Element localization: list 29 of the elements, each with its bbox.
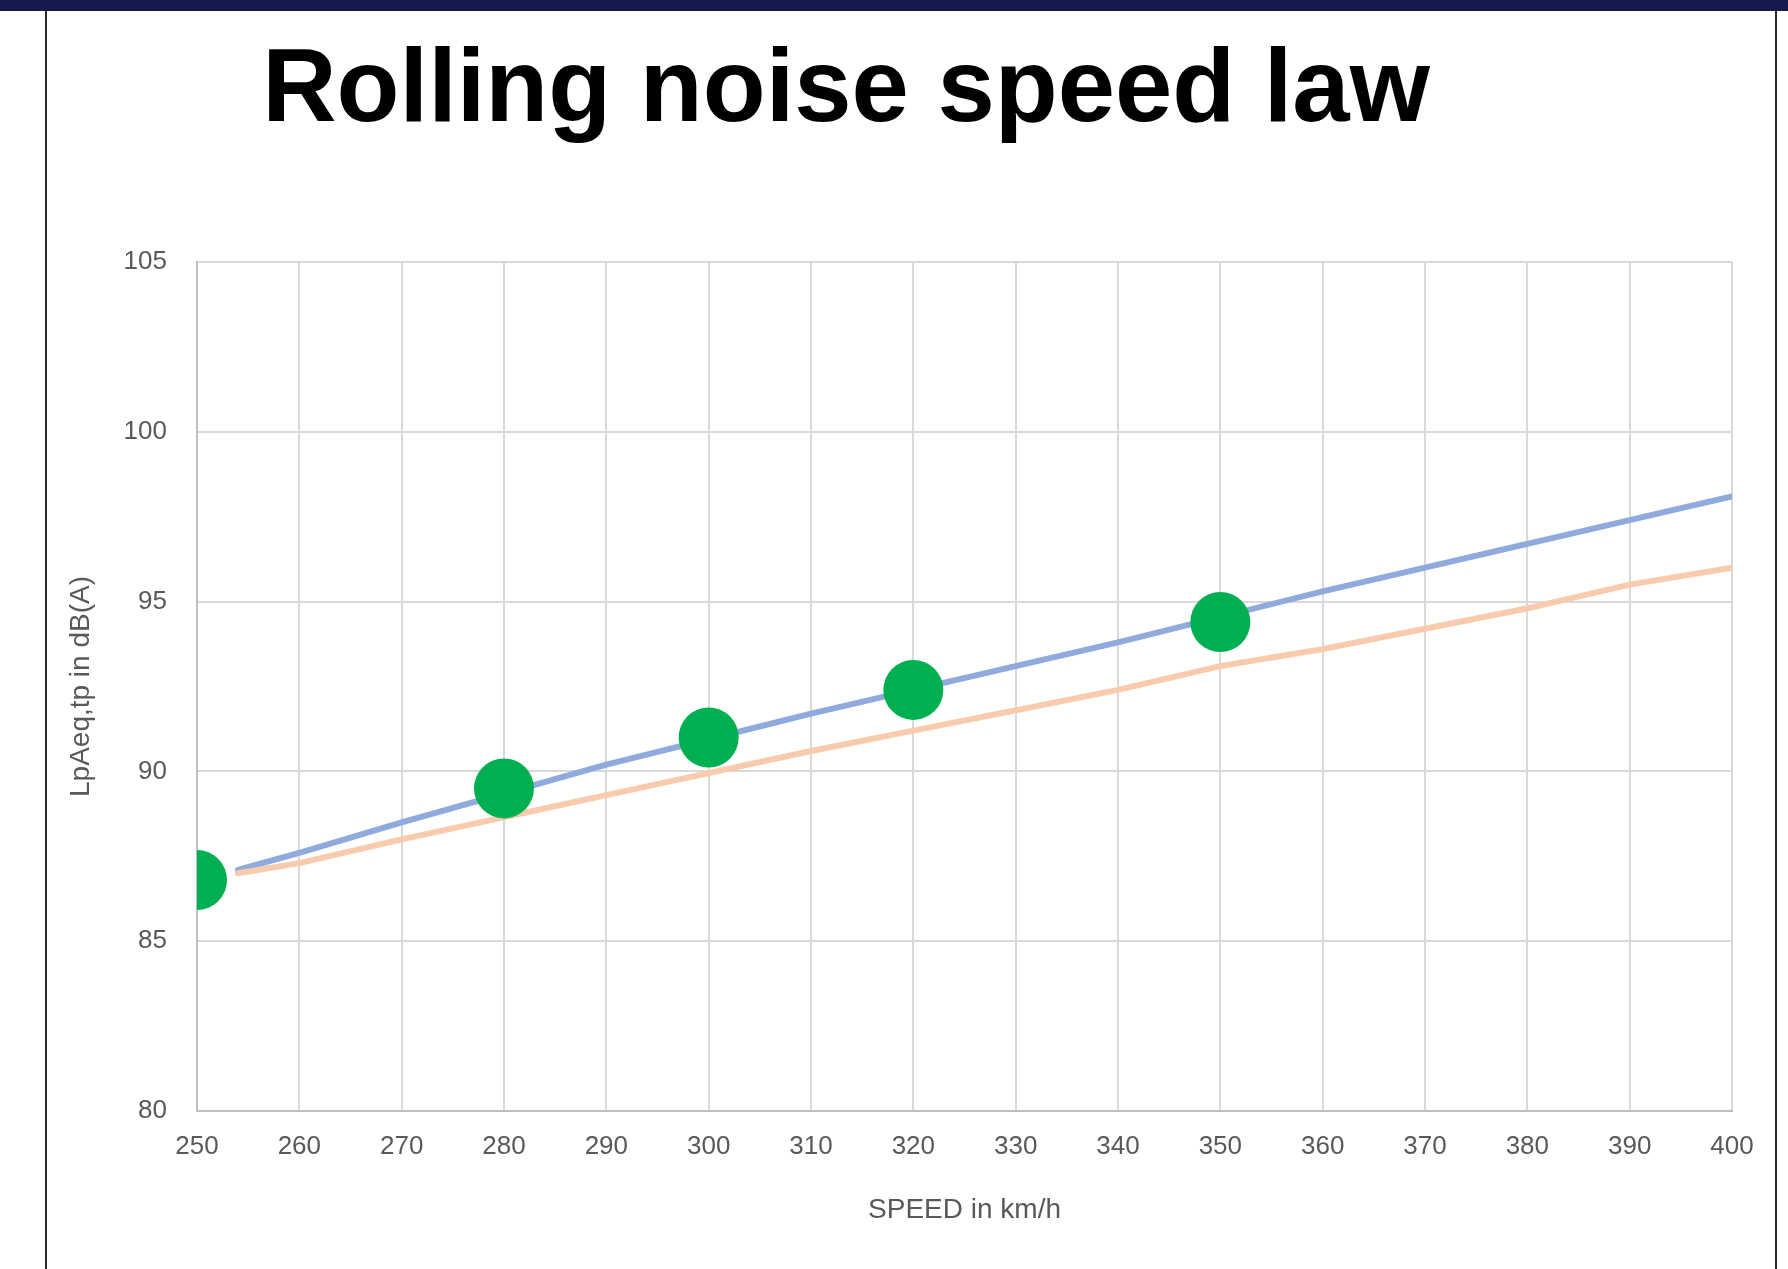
y-tick-label: 85 [138, 924, 167, 955]
y-tick-label: 100 [123, 414, 167, 445]
x-tick-label: 360 [1300, 1129, 1345, 1160]
x-tick-label: 280 [482, 1129, 526, 1160]
x-tick-label: 300 [686, 1129, 731, 1160]
x-tick-label: 400 [1710, 1129, 1754, 1160]
chart-title: Rolling noise speed law [261, 28, 1431, 143]
y-tick-label: 90 [138, 754, 167, 785]
x-tick-label: 390 [1607, 1129, 1652, 1160]
x-tick-label: 350 [1198, 1129, 1243, 1160]
x-axis-title: SPEED in km/h [868, 1192, 1061, 1224]
x-tick-label: 380 [1505, 1129, 1550, 1160]
x-tick-label: 260 [277, 1129, 322, 1160]
x-tick-label: 330 [993, 1129, 1038, 1160]
point [1190, 591, 1251, 652]
x-tick-label: 290 [584, 1129, 629, 1160]
point [883, 659, 944, 720]
x-tick-label: 370 [1403, 1129, 1447, 1160]
x-tick-label: 340 [1096, 1129, 1140, 1160]
x-tick-label: 320 [891, 1129, 936, 1160]
x-tick-label: 270 [379, 1129, 424, 1160]
point [678, 707, 739, 768]
y-tick-label: 105 [123, 245, 167, 276]
y-tick-label: 80 [138, 1094, 167, 1125]
x-tick-label: 310 [789, 1129, 833, 1160]
point [474, 758, 534, 819]
x-tick-label: 250 [175, 1129, 219, 1160]
y-tick-label: 95 [138, 584, 167, 615]
y-axis-title: LpAeq,tp in dB(A) [63, 575, 95, 798]
